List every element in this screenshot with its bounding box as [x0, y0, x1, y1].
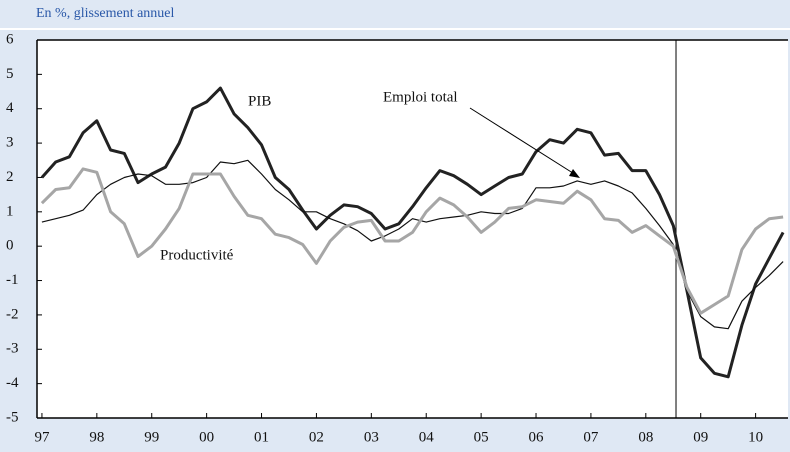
y-tick-label: 0 [6, 238, 14, 254]
x-tick-label: 09 [693, 429, 708, 445]
x-tick-label: 01 [254, 429, 269, 445]
x-tick-label: 99 [144, 429, 159, 445]
x-tick-label: 98 [89, 429, 104, 445]
annotation: Productivité [160, 247, 234, 263]
annotation: Emploi total [383, 89, 458, 105]
y-tick-label: 6 [6, 31, 14, 47]
arrow-head [569, 169, 580, 178]
y-tick-label: 5 [6, 66, 14, 82]
arrow [469, 107, 577, 176]
annotation: PIB [248, 93, 271, 109]
y-tick-label: 1 [6, 203, 14, 219]
y-tick-label: 3 [6, 135, 14, 151]
line-series [40, 167, 784, 315]
y-tick-label: -3 [6, 341, 19, 357]
x-tick-label: 08 [638, 429, 653, 445]
chart-title: En %, glissement annuel [36, 6, 175, 21]
x-tick-label: 02 [309, 429, 324, 445]
x-tick-label: 06 [529, 429, 545, 445]
y-tick-label: -4 [6, 375, 19, 391]
plot-area [37, 40, 788, 418]
line-series [40, 86, 785, 379]
y-tick-label: -1 [6, 272, 19, 288]
x-tick-label: 00 [199, 429, 214, 445]
y-tick-label: 4 [6, 100, 14, 116]
x-tick-label: 04 [419, 429, 435, 445]
x-tick-label: 07 [583, 429, 599, 445]
y-tick-label: 2 [6, 169, 14, 185]
y-tick-label: -2 [6, 306, 19, 322]
x-tick-label: 03 [364, 429, 379, 445]
y-tick-label: -5 [6, 409, 19, 425]
x-tick-label: 10 [748, 429, 763, 445]
line-series [41, 159, 784, 330]
x-tick-label: 05 [474, 429, 489, 445]
x-tick-label: 97 [34, 429, 50, 445]
